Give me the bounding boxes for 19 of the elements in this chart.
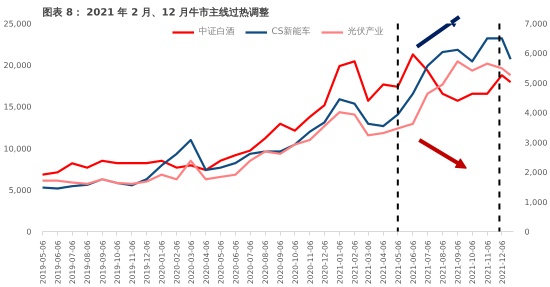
y2-tick-label: 5,000 xyxy=(524,78,548,88)
y-tick-label: 15,000 xyxy=(4,102,32,112)
y2-tick-label: 1,000 xyxy=(524,198,548,207)
y2-tick-label: 2,000 xyxy=(524,168,548,178)
y2-tick-label: 4,000 xyxy=(524,108,548,118)
legend-label: 光伏产业 xyxy=(348,26,384,38)
line-series xyxy=(42,37,512,190)
y-tick-label: 20,000 xyxy=(4,61,32,70)
y-tick-label: 25,000 xyxy=(4,20,32,28)
y2-tick-label: 6,000 xyxy=(524,49,548,58)
chart-title: 图表 8： 2021 年 2 月、12 月牛市主线过热调整 xyxy=(42,6,270,18)
y2-tick-label: 7,000 xyxy=(524,20,548,28)
y-tick-label: 5,000 xyxy=(8,186,32,195)
legend-label: 中证白酒 xyxy=(198,26,234,38)
y-tick-label: 10,000 xyxy=(4,144,32,154)
y-tick-label: 0 xyxy=(26,228,32,236)
y2-tick-label: 3,000 xyxy=(524,138,548,148)
y2-tick-label: 0 xyxy=(524,228,530,236)
legend-label: CS新能车 xyxy=(272,26,310,38)
